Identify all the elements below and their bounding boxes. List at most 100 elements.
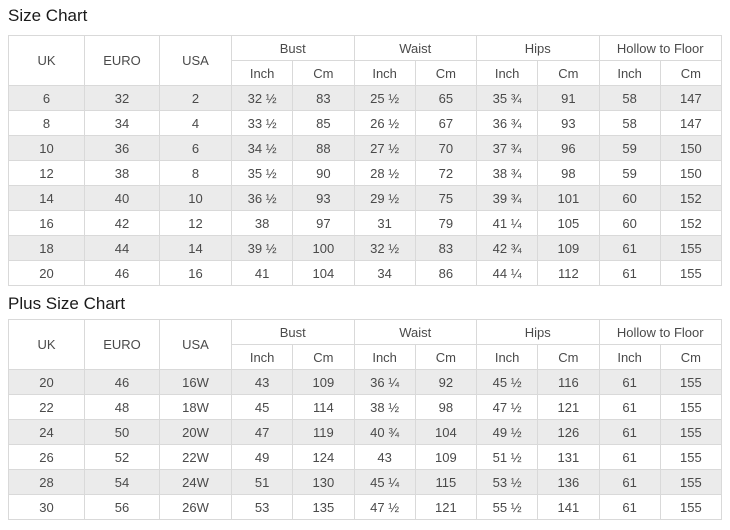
col-header-hips-cm: Cm [537, 60, 600, 86]
table-cell: 58 [598, 110, 661, 136]
table-cell: 6 [8, 85, 85, 111]
table-cell: 79 [414, 210, 478, 236]
table-cell: 34 [353, 260, 416, 286]
table-cell: 155 [659, 369, 723, 395]
table-cell: 47 [230, 419, 294, 445]
table-cell: 38 [230, 210, 294, 236]
table-cell: 24W [159, 469, 232, 495]
col-header-euro: EURO [84, 35, 160, 86]
table-cell: 155 [659, 235, 723, 261]
table-cell: 60 [598, 210, 661, 236]
plus-size-chart-title: Plus Size Chart [8, 294, 126, 313]
table-cell: 10 [8, 135, 85, 161]
table-cell: 152 [659, 210, 723, 236]
col-header-uk: UK [8, 319, 85, 370]
col-header-bust-cm: Cm [292, 344, 355, 370]
table-cell: 61 [598, 444, 661, 470]
table-cell: 22W [159, 444, 232, 470]
table-cell: 59 [598, 135, 661, 161]
table-cell: 61 [598, 419, 661, 445]
table-cell: 98 [537, 160, 600, 186]
table-cell: 131 [537, 444, 600, 470]
table-cell: 38 ¾ [475, 160, 539, 186]
col-header-hips-inch: Inch [475, 344, 539, 370]
table-cell: 124 [292, 444, 355, 470]
table-cell: 52 [84, 444, 160, 470]
table-cell: 18W [159, 394, 232, 420]
table-row: 18 44 14 39 ½ 100 32 ½ 83 42 ¾ 109 61 155 [8, 235, 723, 261]
table-cell: 35 ¾ [475, 85, 539, 111]
plus-size-chart-table: UK EURO USA Bust Waist Hips Hollow to Fl… [8, 319, 723, 520]
table-row: 30 56 26W 53 135 47 ½ 121 55 ½ 141 61 155 [8, 494, 723, 520]
table-cell: 88 [292, 135, 355, 161]
size-chart-table: UK EURO USA Bust Waist Hips Hollow to Fl… [8, 35, 723, 286]
table-cell: 20W [159, 419, 232, 445]
col-header-hollow-inch: Inch [598, 60, 661, 86]
table-cell: 12 [159, 210, 232, 236]
table-cell: 75 [414, 185, 478, 211]
table-cell: 34 [84, 110, 160, 136]
table-cell: 91 [537, 85, 600, 111]
size-chart-title: Size Chart [8, 6, 88, 25]
table-cell: 2 [159, 85, 232, 111]
table-cell: 147 [659, 85, 723, 111]
table-cell: 39 ½ [230, 235, 294, 261]
table-cell: 12 [8, 160, 85, 186]
size-chart-body: 6 32 2 32 ½ 83 25 ½ 65 35 ¾ 91 58 147 8 34 4 33 ½ 85 26 … [8, 85, 723, 286]
header-unit-row: Inch Cm Inch Cm Inch Cm Inch Cm [9, 60, 723, 86]
table-cell: 104 [292, 260, 355, 286]
table-cell: 20 [8, 369, 85, 395]
table-cell: 115 [414, 469, 478, 495]
col-header-usa: USA [159, 319, 232, 370]
col-header-euro: EURO [84, 319, 160, 370]
col-header-uk: UK [8, 35, 85, 86]
table-cell: 36 ¾ [475, 110, 539, 136]
table-row: 6 32 2 32 ½ 83 25 ½ 65 35 ¾ 91 58 147 [8, 85, 723, 111]
table-row: 12 38 8 35 ½ 90 28 ½ 72 38 ¾ 98 59 150 [8, 160, 723, 186]
table-cell: 61 [598, 394, 661, 420]
table-cell: 93 [292, 185, 355, 211]
table-cell: 28 ½ [353, 160, 416, 186]
table-cell: 16W [159, 369, 232, 395]
table-cell: 90 [292, 160, 355, 186]
table-row: 14 40 10 36 ½ 93 29 ½ 75 39 ¾ 101 60 152 [8, 185, 723, 211]
table-cell: 47 ½ [475, 394, 539, 420]
table-cell: 61 [598, 260, 661, 286]
col-header-bust: Bust [231, 35, 355, 61]
table-cell: 121 [414, 494, 478, 520]
size-chart-header: UK EURO USA Bust Waist Hips Hollow to Fl… [8, 35, 723, 86]
table-cell: 49 ½ [475, 419, 539, 445]
table-cell: 36 ½ [230, 185, 294, 211]
table-cell: 30 [8, 494, 85, 520]
table-cell: 36 ¼ [353, 369, 416, 395]
plus-size-chart-body: 20 46 16W 43 109 36 ¼ 92 45 ½ 116 61 155 22 48 18W 45 1… [8, 369, 723, 520]
table-cell: 47 ½ [353, 494, 416, 520]
table-row: 10 36 6 34 ½ 88 27 ½ 70 37 ¾ 96 59 150 [8, 135, 723, 161]
table-cell: 20 [8, 260, 85, 286]
table-cell: 8 [8, 110, 85, 136]
table-cell: 40 ¾ [353, 419, 416, 445]
table-cell: 53 ½ [475, 469, 539, 495]
header-unit-row: Inch Cm Inch Cm Inch Cm Inch Cm [9, 344, 723, 370]
table-cell: 26 ½ [353, 110, 416, 136]
table-cell: 61 [598, 235, 661, 261]
table-cell: 136 [537, 469, 600, 495]
col-header-waist: Waist [353, 319, 477, 345]
table-cell: 25 ½ [353, 85, 416, 111]
table-cell: 22 [8, 394, 85, 420]
table-cell: 27 ½ [353, 135, 416, 161]
table-cell: 150 [659, 160, 723, 186]
table-cell: 39 ¾ [475, 185, 539, 211]
col-header-waist: Waist [353, 35, 477, 61]
table-cell: 6 [159, 135, 232, 161]
table-cell: 42 ¾ [475, 235, 539, 261]
col-header-hollow-inch: Inch [598, 344, 661, 370]
table-cell: 104 [414, 419, 478, 445]
table-cell: 4 [159, 110, 232, 136]
table-cell: 32 ½ [230, 85, 294, 111]
table-cell: 135 [292, 494, 355, 520]
table-cell: 56 [84, 494, 160, 520]
table-cell: 28 [8, 469, 85, 495]
table-cell: 109 [292, 369, 355, 395]
